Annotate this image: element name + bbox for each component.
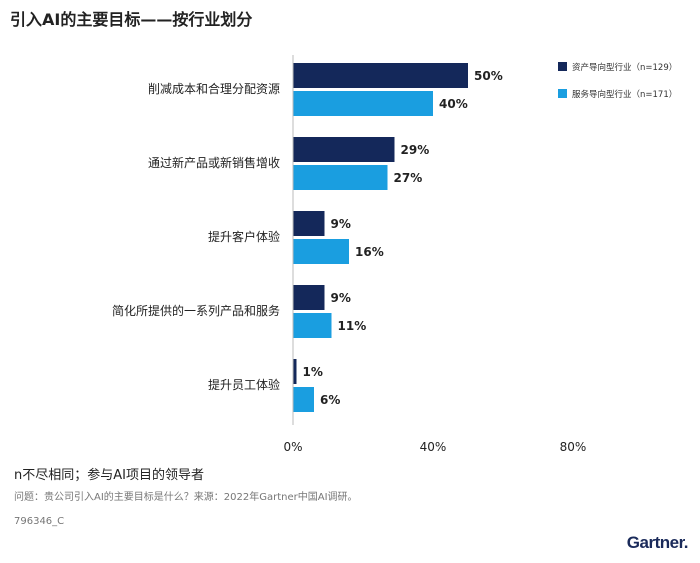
bar	[293, 313, 332, 338]
category-label: 简化所提供的一系列产品和服务	[112, 303, 280, 318]
category-label: 削减成本和合理分配资源	[148, 81, 280, 96]
data-label: 1%	[303, 365, 323, 379]
figure-code: 796346_C	[14, 516, 65, 527]
bar	[293, 63, 468, 88]
data-label: 9%	[331, 291, 351, 305]
bar	[293, 387, 314, 412]
category-label: 提升客户体验	[208, 229, 280, 244]
bar	[293, 285, 325, 310]
bar	[293, 165, 388, 190]
data-label: 29%	[401, 143, 430, 157]
legend-label: 服务导向型行业（n=171）	[572, 89, 677, 100]
bar	[293, 359, 297, 384]
x-tick-label: 0%	[283, 440, 302, 454]
x-tick-label: 40%	[420, 440, 447, 454]
data-label: 11%	[338, 319, 367, 333]
source-note: 问题：贵公司引入AI的主要目标是什么？来源：2022年Gartner中国AI调研…	[14, 492, 358, 503]
legend-label: 资产导向型行业（n=129）	[572, 62, 677, 73]
x-tick-label: 80%	[560, 440, 587, 454]
data-label: 6%	[320, 393, 340, 407]
data-label: 40%	[439, 97, 468, 111]
chart-title: 引入AI的主要目标——按行业划分	[10, 10, 253, 29]
data-label: 50%	[474, 69, 503, 83]
sample-note: n不尽相同；参与AI项目的领导者	[14, 468, 204, 483]
data-label: 27%	[394, 171, 423, 185]
bar	[293, 211, 325, 236]
gartner-logo: Gartner.	[626, 533, 689, 552]
legend-swatch	[558, 62, 567, 71]
bar	[293, 239, 349, 264]
legend-swatch	[558, 89, 567, 98]
category-label: 通过新产品或新销售增收	[148, 155, 280, 170]
bar	[293, 137, 395, 162]
data-label: 9%	[331, 217, 351, 231]
data-label: 16%	[355, 245, 384, 259]
category-label: 提升员工体验	[208, 377, 280, 392]
bar	[293, 91, 433, 116]
